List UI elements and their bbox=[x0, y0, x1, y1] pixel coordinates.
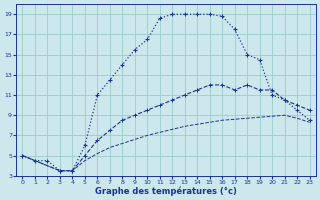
X-axis label: Graphe des températures (°c): Graphe des températures (°c) bbox=[95, 186, 237, 196]
